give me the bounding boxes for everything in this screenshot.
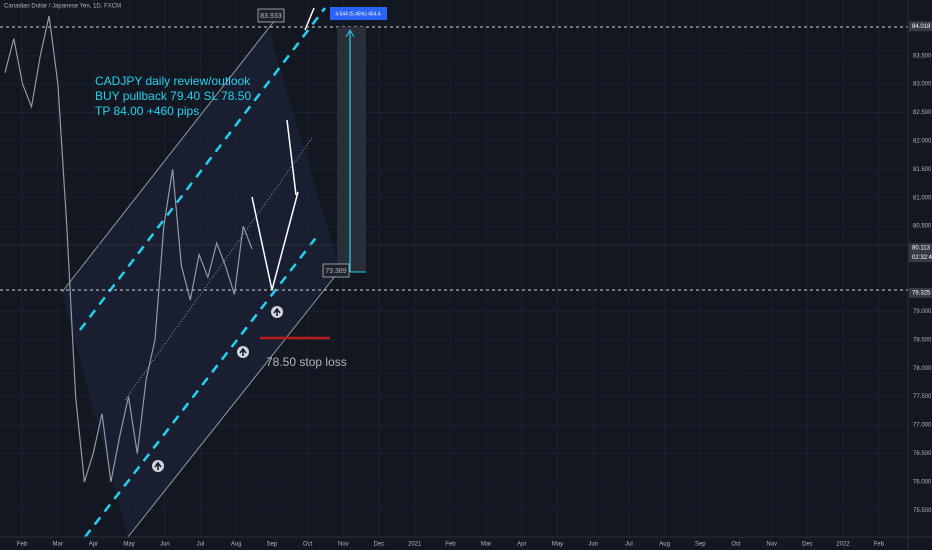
x-tick-label: Mar bbox=[481, 542, 491, 548]
y-tick-label: 78.000 bbox=[913, 366, 932, 372]
stop-label: 78.50 stop loss bbox=[266, 355, 347, 369]
arrow-head bbox=[345, 28, 355, 38]
price-line bbox=[4, 15, 253, 483]
buy-icons bbox=[152, 306, 283, 472]
x-tick-label: Jul bbox=[197, 542, 205, 548]
x-tick-label: Apr bbox=[517, 542, 526, 548]
channel-upper-dashed bbox=[79, 7, 326, 331]
x-tick-label: Feb bbox=[17, 542, 28, 548]
series bbox=[4, 15, 253, 483]
channel-upper bbox=[61, 19, 276, 293]
symbol: Canadian Dollar / Japanese Yen, 1D, FXCM bbox=[4, 4, 121, 10]
y-tick-label: 82.500 bbox=[913, 110, 932, 116]
x-tick-label: Jul bbox=[625, 542, 633, 548]
y-tick-label: 83.000 bbox=[913, 82, 932, 88]
price-tag-box bbox=[909, 287, 932, 298]
x-tick-label: May bbox=[123, 542, 134, 548]
y-tick-label: 77.000 bbox=[913, 423, 932, 429]
annotation-line: TP 84.00 +460 pips bbox=[95, 104, 199, 118]
upper-tag-box bbox=[257, 8, 285, 23]
axes: 83.500 83.000 82.500 82.000 81.500 81.000 80.5… bbox=[17, 21, 932, 548]
x-tick-label: Nov bbox=[338, 542, 349, 548]
projection bbox=[251, 7, 315, 291]
x-tick-label: May bbox=[552, 542, 563, 548]
upper-tag: 83.933 bbox=[260, 13, 282, 20]
position-box bbox=[337, 27, 366, 272]
channel-fill bbox=[62, 28, 340, 537]
x-tick-label: Aug bbox=[231, 542, 242, 548]
y-tick-label: 82.000 bbox=[913, 139, 932, 145]
y-tick-label: 80.500 bbox=[913, 224, 932, 230]
x-tick-label: Jun bbox=[588, 542, 598, 548]
x-tick-label: Feb bbox=[874, 542, 885, 548]
y-tick-label: 83.500 bbox=[913, 53, 932, 59]
x-tick-label: Dec bbox=[802, 542, 813, 548]
x-tick-label: Sep bbox=[267, 542, 278, 548]
y-tick-label: 78.500 bbox=[913, 337, 932, 343]
x-tick-label: 2022 bbox=[836, 542, 850, 548]
x-tick-label: Nov bbox=[766, 542, 777, 548]
countdown-box bbox=[909, 253, 932, 263]
y-tick-label: 76.500 bbox=[913, 451, 932, 457]
price-tag-box bbox=[909, 21, 932, 32]
annotation-line: BUY pullback 79.40 SL 78.50 bbox=[95, 89, 251, 103]
entry-tag: 79.389 bbox=[325, 268, 347, 275]
price-tag-box bbox=[909, 243, 932, 254]
y-tick-label: 75.500 bbox=[913, 508, 932, 514]
position-tag-box bbox=[330, 7, 387, 20]
x-tick-label: 2021 bbox=[408, 542, 422, 548]
annotation-line: CADJPY daily review/outlook bbox=[95, 74, 251, 88]
y-tick-label: 81.000 bbox=[913, 195, 932, 201]
x-tick-label: Feb bbox=[445, 542, 456, 548]
x-tick-label: Oct bbox=[303, 542, 313, 548]
y-tick-label: 76.000 bbox=[913, 479, 932, 485]
price-tag: 79.325 bbox=[912, 291, 931, 297]
x-tick-label: Dec bbox=[374, 542, 385, 548]
x-tick-label: Jun bbox=[160, 542, 170, 548]
countdown: 02:32:48 bbox=[912, 255, 932, 261]
x-tick-label: Mar bbox=[53, 542, 63, 548]
price-axis bbox=[908, 0, 932, 550]
position-tag: 4.544 (5.45%) 454.4 bbox=[335, 11, 381, 17]
entry-tag-box bbox=[322, 263, 350, 278]
y-tick-label: 81.500 bbox=[913, 167, 932, 173]
price-tag: 80.113 bbox=[912, 246, 931, 252]
x-tick-label: Oct bbox=[731, 542, 741, 548]
x-tick-label: Aug bbox=[659, 542, 670, 548]
x-tick-label: Sep bbox=[695, 542, 706, 548]
price-tag: 84.018 bbox=[912, 24, 931, 30]
y-tick-label: 79.000 bbox=[913, 309, 932, 315]
channel-lower bbox=[127, 269, 341, 538]
x-tick-label: Apr bbox=[89, 542, 98, 548]
y-tick-label: 77.500 bbox=[913, 394, 932, 400]
